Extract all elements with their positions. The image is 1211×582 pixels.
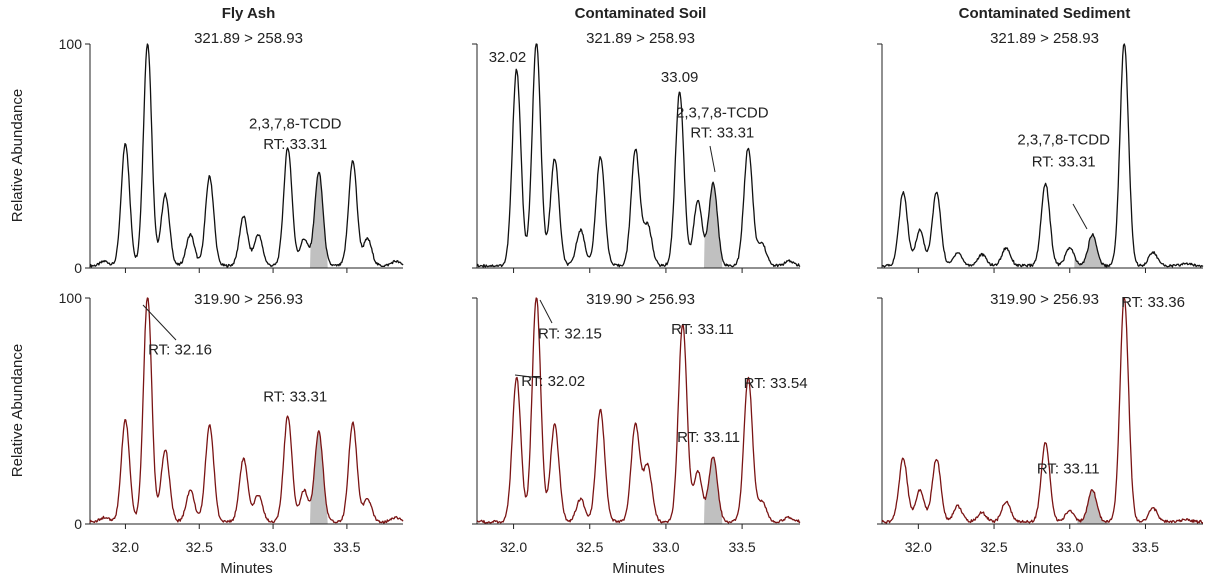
x-tick-label: 32.0 (905, 539, 932, 555)
peak-annotation: RT: 33.31 (263, 136, 327, 153)
x-axis-label: Minutes (1016, 560, 1069, 577)
y-tick-label: 100 (59, 290, 83, 306)
annotation-leader-line (539, 299, 553, 324)
peak-annotation: RT: 33.31 (1032, 154, 1096, 171)
peak-area-fill (310, 172, 328, 268)
x-tick-label: 33.0 (652, 539, 679, 555)
y-tick-label: 0 (74, 260, 82, 276)
x-tick-label: 33.5 (333, 539, 360, 555)
x-tick-label: 32.0 (500, 539, 527, 555)
peak-annotation: RT: 33.11 (677, 429, 740, 446)
chromatogram-trace (89, 297, 404, 524)
panel-bottom-2: 32.0 32.5 33.0 33.5 319.90 > 256.93 RT: 33.36… (877, 291, 1203, 555)
peak-annotation: RT: 32.16 (148, 341, 212, 358)
transition-label: 321.89 > 258.93 (990, 30, 1099, 47)
peak-annotation: RT: 32.15 (538, 326, 602, 343)
transition-label: 319.90 > 256.93 (990, 291, 1099, 308)
x-tick-label: 32.0 (112, 539, 139, 555)
transition-label: 319.90 > 256.93 (194, 291, 303, 308)
peak-area-fill (1074, 233, 1111, 268)
y-axis-label: Relative Abundance (9, 344, 26, 477)
peak-annotation: RT: 33.36 (1121, 294, 1185, 311)
transition-label: 321.89 > 258.93 (194, 30, 303, 47)
panel-bottom-0: 0 100 32.0 32.5 33.0 33.5 319.90 > 256.93 RT: 3… (59, 290, 404, 555)
panel-top-2: 321.89 > 258.93 2,3,7,8-TCDD RT: 33.31 (877, 30, 1204, 273)
panel-bottom-1: 32.0 32.5 33.0 33.5 319.90 > 256.93 RT: 32.15… (472, 291, 808, 555)
peak-annotation: 33.09 (661, 69, 699, 86)
column-title: Fly Ash (222, 5, 276, 22)
peak-area-fill (310, 430, 328, 524)
x-tick-label: 32.5 (576, 539, 603, 555)
x-tick-label: 33.5 (728, 539, 755, 555)
x-tick-label: 32.5 (980, 539, 1007, 555)
annotation-leader-line (1072, 203, 1088, 230)
y-tick-label: 100 (59, 36, 83, 52)
panel-top-1: 321.89 > 258.93 32.02 33.09 2,3,7,8-TCDD RT:… (472, 30, 801, 273)
x-tick-label: 33.0 (259, 539, 286, 555)
peak-annotation: 2,3,7,8-TCDD (1017, 131, 1110, 148)
annotation-leader-line (709, 145, 716, 173)
peak-area-fill (704, 182, 723, 268)
transition-label: 319.90 > 256.93 (586, 291, 695, 308)
chromatogram-trace (476, 43, 801, 268)
x-tick-label: 33.5 (1132, 539, 1159, 555)
column-title: Contaminated Sediment (959, 5, 1131, 22)
peak-annotation: RT: 32.02 (521, 373, 585, 390)
peak-annotation: RT: 33.54 (744, 375, 808, 392)
peak-annotation: 32.02 (489, 49, 527, 66)
x-tick-label: 32.5 (186, 539, 213, 555)
annotation-leader-line (514, 374, 541, 379)
x-tick-label: 33.0 (1056, 539, 1083, 555)
annotation-leader-line (142, 304, 177, 341)
peak-annotation: RT: 33.11 (671, 321, 734, 338)
x-axis-label: Minutes (612, 560, 665, 577)
peak-annotation: 2,3,7,8-TCDD (676, 105, 769, 122)
chromatogram-trace (881, 297, 1203, 524)
x-axis-label: Minutes (220, 560, 273, 577)
y-axis-label: Relative Abundance (9, 89, 26, 222)
peak-annotation: RT: 33.31 (263, 389, 327, 406)
chromatogram-trace (881, 43, 1204, 268)
peak-annotation: RT: 33.11 (1037, 461, 1100, 478)
column-title: Contaminated Soil (575, 5, 707, 22)
transition-label: 321.89 > 258.93 (586, 30, 695, 47)
panel-top-0: 0 100 321.89 > 258.93 2,3,7,8-TCDD RT: 33.31 (59, 30, 404, 276)
chromatogram-trace (89, 43, 404, 268)
y-tick-label: 0 (74, 516, 82, 532)
peak-area-fill (1077, 489, 1108, 524)
peak-annotation: RT: 33.31 (690, 125, 754, 142)
chromatogram-trace (476, 297, 801, 524)
peak-area-fill (704, 457, 723, 524)
peak-annotation: 2,3,7,8-TCDD (249, 116, 342, 133)
